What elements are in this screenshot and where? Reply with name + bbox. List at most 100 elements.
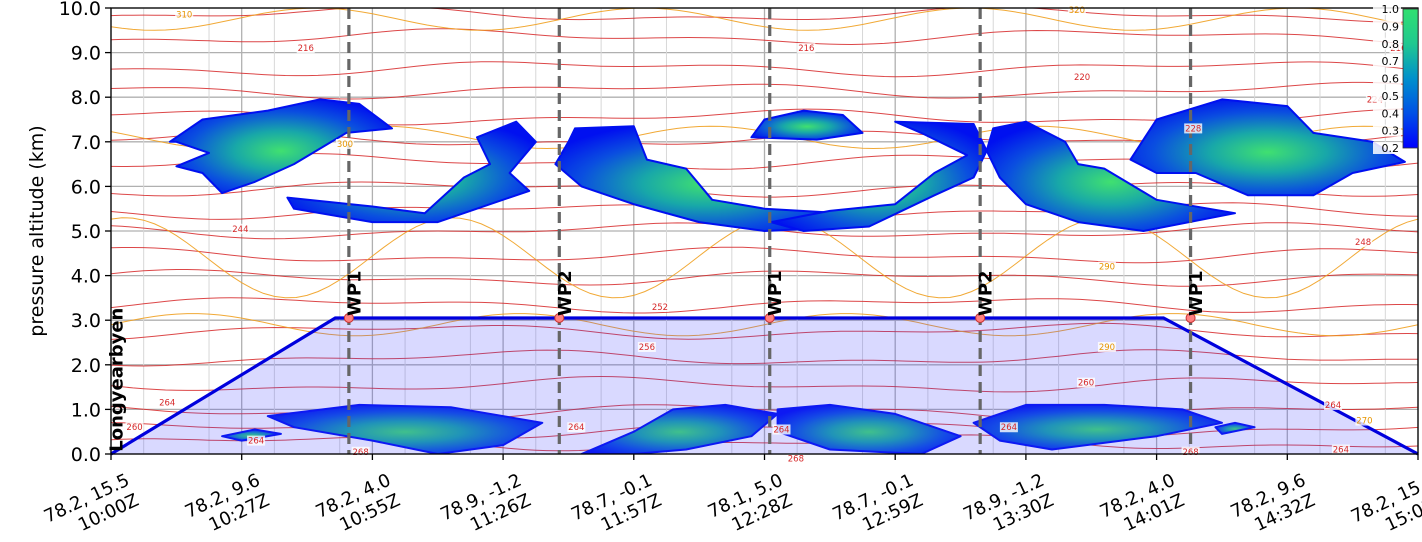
y-tick-label: 1.0: [71, 399, 101, 421]
colorbar-tick-label: 0.7: [1382, 55, 1400, 68]
flight-path-layer: Longyearbyen WP1 WP2 WP1 WP2 WP1: [107, 8, 1419, 456]
colorbar-label-bg: [1373, 37, 1401, 50]
x-tick-label: 78.7, -0.112:59Z: [830, 470, 927, 536]
isotherm-label: 270: [1356, 417, 1372, 427]
isotherm-line: [111, 297, 1418, 314]
isotherm-label-bg: [175, 9, 194, 20]
isotherm-label: 228: [1185, 124, 1201, 134]
colorbar-label-bg: [1373, 124, 1401, 137]
isotherm-label-bg: [650, 301, 669, 312]
isotherm-label-bg: [1355, 415, 1374, 426]
colorbar-tick-label: 0.9: [1382, 20, 1400, 33]
waypoint-label: WP2: [976, 270, 997, 316]
x-tick-label: 78.9, -1.213:30Z: [960, 470, 1057, 536]
isotherm-line: [111, 322, 1418, 340]
isotherm-line: [111, 434, 1418, 452]
y-tick-label: 8.0: [71, 87, 101, 109]
isotherm-label-bg: [772, 424, 791, 435]
colorbar-label-bg: [1373, 142, 1401, 154]
isotherm-label: 264: [159, 399, 175, 409]
isotherm-label: 220: [1074, 73, 1090, 83]
isotherm-label: 310: [176, 11, 192, 21]
y-axis-title: pressure altitude (km): [26, 125, 48, 336]
isotherm-label: 260: [1078, 379, 1094, 389]
y-tick-label: 7.0: [71, 132, 101, 154]
isotherm-label: 300: [337, 140, 353, 150]
isotherm-label-bg: [1181, 446, 1200, 457]
waypoint-label: WP1: [344, 270, 365, 316]
colorbar-tick-label: 0.2: [1382, 142, 1400, 155]
cloud-fraction-blob: [266, 403, 544, 454]
waypoint-marker: [343, 312, 354, 323]
isotherm-line: [111, 375, 1418, 393]
isotherm-line: [111, 349, 1418, 367]
waypoint-marker: [554, 312, 565, 323]
isotherm-label: 264: [568, 423, 584, 433]
y-tick-label: 6.0: [71, 176, 101, 198]
isotherm-line: [111, 269, 1418, 287]
cloud-fraction-blob: [1214, 421, 1256, 435]
x-tick-label: 78.2, 15.510:00Z: [41, 470, 142, 536]
isotherm-label-bg: [567, 422, 586, 433]
isotherm-label: 268: [788, 454, 804, 464]
isotherm-label-bg: [1184, 123, 1203, 134]
isotherm-label: 268: [353, 448, 369, 458]
waypoint-marker: [975, 312, 986, 323]
colorbar-label-bg: [1373, 3, 1401, 15]
isotherm-label: 290: [1099, 343, 1115, 353]
cloud-fraction-blob: [776, 403, 962, 454]
isotherm-label: 244: [232, 225, 248, 235]
isotherm-label-bg: [1077, 377, 1096, 388]
isotherm-label-bg: [637, 341, 656, 352]
x-tick-label: 78.2, 9.610:27Z: [182, 470, 273, 536]
colorbar-label-bg: [1373, 20, 1401, 33]
isotherm-label-bg: [335, 139, 354, 150]
y-tick-label: 10.0: [59, 0, 101, 20]
colorbar-gradient: [1402, 8, 1419, 149]
x-tick-label: 78.7, -0.111:57Z: [568, 470, 665, 536]
isotherm-label: 248: [1355, 238, 1371, 248]
isotherm-line: [111, 246, 1418, 264]
isotherm-label-bg: [231, 223, 250, 234]
isotherm-label: 264: [1325, 401, 1341, 411]
isotherm-contours: [111, 8, 1418, 452]
x-tick-label: 78.2, 15.515:03Z: [1348, 470, 1422, 536]
isotherm-label-bg: [1097, 261, 1116, 272]
x-tick-label: 78.2, 9.614:32Z: [1227, 470, 1318, 536]
isotherm-label: 268: [1182, 448, 1198, 458]
y-tick-label: 9.0: [71, 43, 101, 65]
colorbar-label-bg: [1373, 72, 1401, 85]
cloud-fraction-contours: [168, 98, 1406, 454]
isotherm-label-bg: [296, 43, 315, 54]
isotherm-label-bg: [125, 422, 144, 433]
isotherm-label-bg: [786, 453, 805, 464]
isotherm-label: 264: [1001, 423, 1017, 433]
waypoint-label: WP2: [555, 270, 576, 316]
x-tick-label: 78.9, -1.211:26Z: [437, 470, 534, 536]
isotherm-label-bg: [247, 435, 266, 446]
flight-path-line: [110, 316, 1419, 456]
potential-temperature-line: [111, 313, 1418, 337]
colorbar-tick-label: 0.3: [1382, 125, 1400, 138]
isotherm-label: 256: [639, 343, 655, 353]
isotherm-label: 264: [248, 437, 264, 447]
colorbar-tick-label: 1.0: [1382, 3, 1400, 16]
isotherm-line: [111, 8, 1418, 23]
cloud-fraction-blob: [972, 403, 1223, 451]
colorbar-label-bg: [1373, 89, 1401, 102]
colorbar-tick-label: 0.6: [1382, 73, 1400, 86]
y-tick-label: 0.0: [71, 444, 101, 466]
cloud-fraction-blob: [286, 120, 537, 224]
isotherm-line: [111, 61, 1418, 78]
isotherm-label-bg: [1324, 399, 1343, 410]
cloud-fraction-blob: [750, 109, 864, 141]
isotherm-label: 264: [1333, 446, 1349, 456]
waypoint-marker: [1185, 312, 1196, 323]
y-tick-label: 2.0: [71, 355, 101, 377]
colorbar: 1.0 0.9 0.8 0.7 0.6 0.5 0.4 0.3 0.2: [1373, 3, 1419, 155]
colorbar-tick-label: 0.4: [1382, 107, 1400, 120]
isotherm-label-bg: [1067, 5, 1086, 16]
cloud-fraction-blob: [221, 428, 282, 442]
colorbar-label-bg: [1373, 55, 1401, 68]
